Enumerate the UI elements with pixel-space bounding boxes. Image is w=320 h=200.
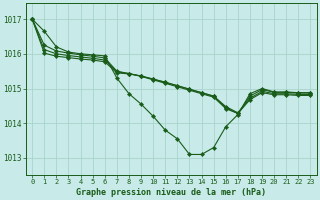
X-axis label: Graphe pression niveau de la mer (hPa): Graphe pression niveau de la mer (hPa) [76,188,266,197]
